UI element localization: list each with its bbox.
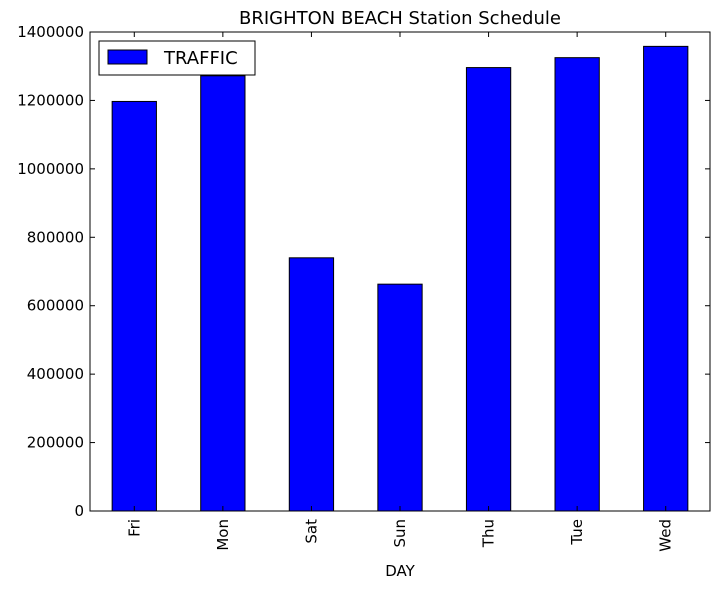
y-tick-label: 600000 xyxy=(27,297,84,315)
bar-thu xyxy=(465,67,512,512)
y-tick-label: 1000000 xyxy=(17,160,84,178)
bar-wed xyxy=(643,45,689,512)
bar-sun xyxy=(377,283,423,512)
legend-label-traffic: TRAFFIC xyxy=(163,48,238,69)
x-tick-label-tue: Tue xyxy=(568,519,586,546)
bar-fri xyxy=(111,100,157,512)
y-tick-label: 1400000 xyxy=(17,23,84,41)
legend: TRAFFIC xyxy=(98,40,256,76)
bar-mon xyxy=(200,75,246,512)
bar-sat xyxy=(288,257,335,512)
x-tick-label-thu: Thu xyxy=(480,519,498,548)
y-tick-label: 200000 xyxy=(27,434,84,452)
y-tick-label: 800000 xyxy=(27,228,84,246)
y-tick-label: 400000 xyxy=(27,365,84,383)
bar-tue xyxy=(554,57,600,512)
legend-swatch-traffic xyxy=(107,49,148,65)
x-tick-label-mon: Mon xyxy=(214,519,232,551)
x-tick-label-sat: Sat xyxy=(302,519,320,544)
x-axis: Fri Mon Sat Sun Thu Tue Wed xyxy=(125,32,675,552)
chart-title: BRIGHTON BEACH Station Schedule xyxy=(239,8,561,29)
x-tick-label-fri: Fri xyxy=(125,519,143,537)
bars-layer xyxy=(111,45,689,512)
x-tick-label-wed: Wed xyxy=(657,519,675,552)
y-tick-label: 0 xyxy=(74,502,84,520)
x-tick-label-sun: Sun xyxy=(391,519,409,548)
x-axis-label: DAY xyxy=(385,562,415,580)
y-axis: 0 200000 400000 600000 800000 1000000 1200000 1… xyxy=(17,23,710,520)
y-tick-label: 1200000 xyxy=(17,91,84,109)
